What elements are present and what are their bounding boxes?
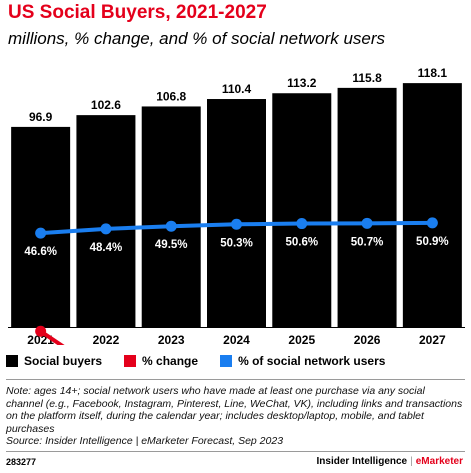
legend-item-social-buyers: Social buyers xyxy=(6,354,102,368)
bar-social-buyers-2024 xyxy=(207,99,266,327)
point-pct-users-2023 xyxy=(165,220,177,232)
bar-value-label-2023: 106.8 xyxy=(156,89,186,103)
brand-emarketer: eMarketer xyxy=(415,456,463,467)
bar-social-buyers-2027 xyxy=(402,83,462,327)
divider-top xyxy=(6,379,465,380)
x-tick-label-2022: 2022 xyxy=(93,333,120,345)
legend-label-social-buyers: Social buyers xyxy=(24,354,103,368)
bar-value-label-2022: 102.6 xyxy=(91,98,121,112)
legend-label-pct-change: % change xyxy=(142,354,199,368)
bar-social-buyers-2022 xyxy=(76,115,136,327)
legend-swatch-pct-change xyxy=(124,355,137,367)
bar-value-label-2024: 110.4 xyxy=(222,82,252,96)
brand-separator: | xyxy=(410,456,413,467)
point-label-pct-users-2024: 50.3% xyxy=(220,237,253,249)
point-label-pct-users-2023: 49.5% xyxy=(155,239,188,251)
legend-label-pct-users: % of social network users xyxy=(238,354,386,368)
source-text: Source: Insider Intelligence | eMarketer… xyxy=(6,435,284,448)
x-tick-label-2023: 2023 xyxy=(158,333,185,345)
point-pct-users-2027 xyxy=(426,217,438,229)
bar-value-label-2025: 113.2 xyxy=(287,76,317,90)
legend-item-pct-change: % change xyxy=(124,354,198,368)
legend-swatch-pct-users xyxy=(220,355,233,367)
bar-value-label-2026: 115.8 xyxy=(352,71,382,85)
point-pct-users-2026 xyxy=(361,217,373,229)
brand-credit: Insider Intelligence | eMarketer xyxy=(317,456,463,467)
x-tick-label-2024: 2024 xyxy=(223,333,250,345)
note-text: Note: ages 14+; social network users who… xyxy=(6,385,463,435)
note-block: Note: ages 14+; social network users who… xyxy=(6,385,464,448)
point-pct-users-2025 xyxy=(296,218,308,230)
bar-value-label-2027: 118.1 xyxy=(418,66,448,80)
point-pct-users-2024 xyxy=(231,218,242,230)
bar-value-label-2021: 96.9 xyxy=(29,110,53,124)
chart-title: US Social Buyers, 2021-2027 xyxy=(8,2,267,23)
x-tick-label-2027: 2027 xyxy=(419,333,446,345)
x-tick-label-2025: 2025 xyxy=(288,333,315,345)
divider-bottom xyxy=(6,451,465,452)
point-label-pct-users-2022: 48.4% xyxy=(90,242,123,254)
bar-social-buyers-2023 xyxy=(141,106,201,327)
point-label-pct-change-2021: 21.3% xyxy=(24,344,57,345)
point-pct-change-2021 xyxy=(35,325,47,337)
bar-social-buyers-2026 xyxy=(337,87,397,327)
legend-item-pct-users: % of social network users xyxy=(220,354,385,368)
bar-social-buyers-2025 xyxy=(272,93,332,327)
point-label-pct-users-2021: 46.6% xyxy=(24,246,57,258)
point-pct-users-2022 xyxy=(100,223,112,235)
x-tick-label-2026: 2026 xyxy=(354,333,381,345)
brand-insider: Insider Intelligence xyxy=(316,456,408,467)
chart-id: 283277 xyxy=(6,457,37,467)
point-pct-users-2021 xyxy=(35,227,47,239)
legend-swatch-social-buyers xyxy=(6,355,18,367)
point-label-pct-users-2025: 50.6% xyxy=(285,237,318,249)
legend: Social buyers % change % of social netwo… xyxy=(6,354,407,368)
point-label-pct-users-2026: 50.7% xyxy=(351,236,384,248)
chart-subtitle: millions, % change, and % of social netw… xyxy=(8,29,386,48)
point-label-pct-users-2027: 50.9% xyxy=(416,236,449,248)
bar-social-buyers-2021 xyxy=(11,126,71,328)
